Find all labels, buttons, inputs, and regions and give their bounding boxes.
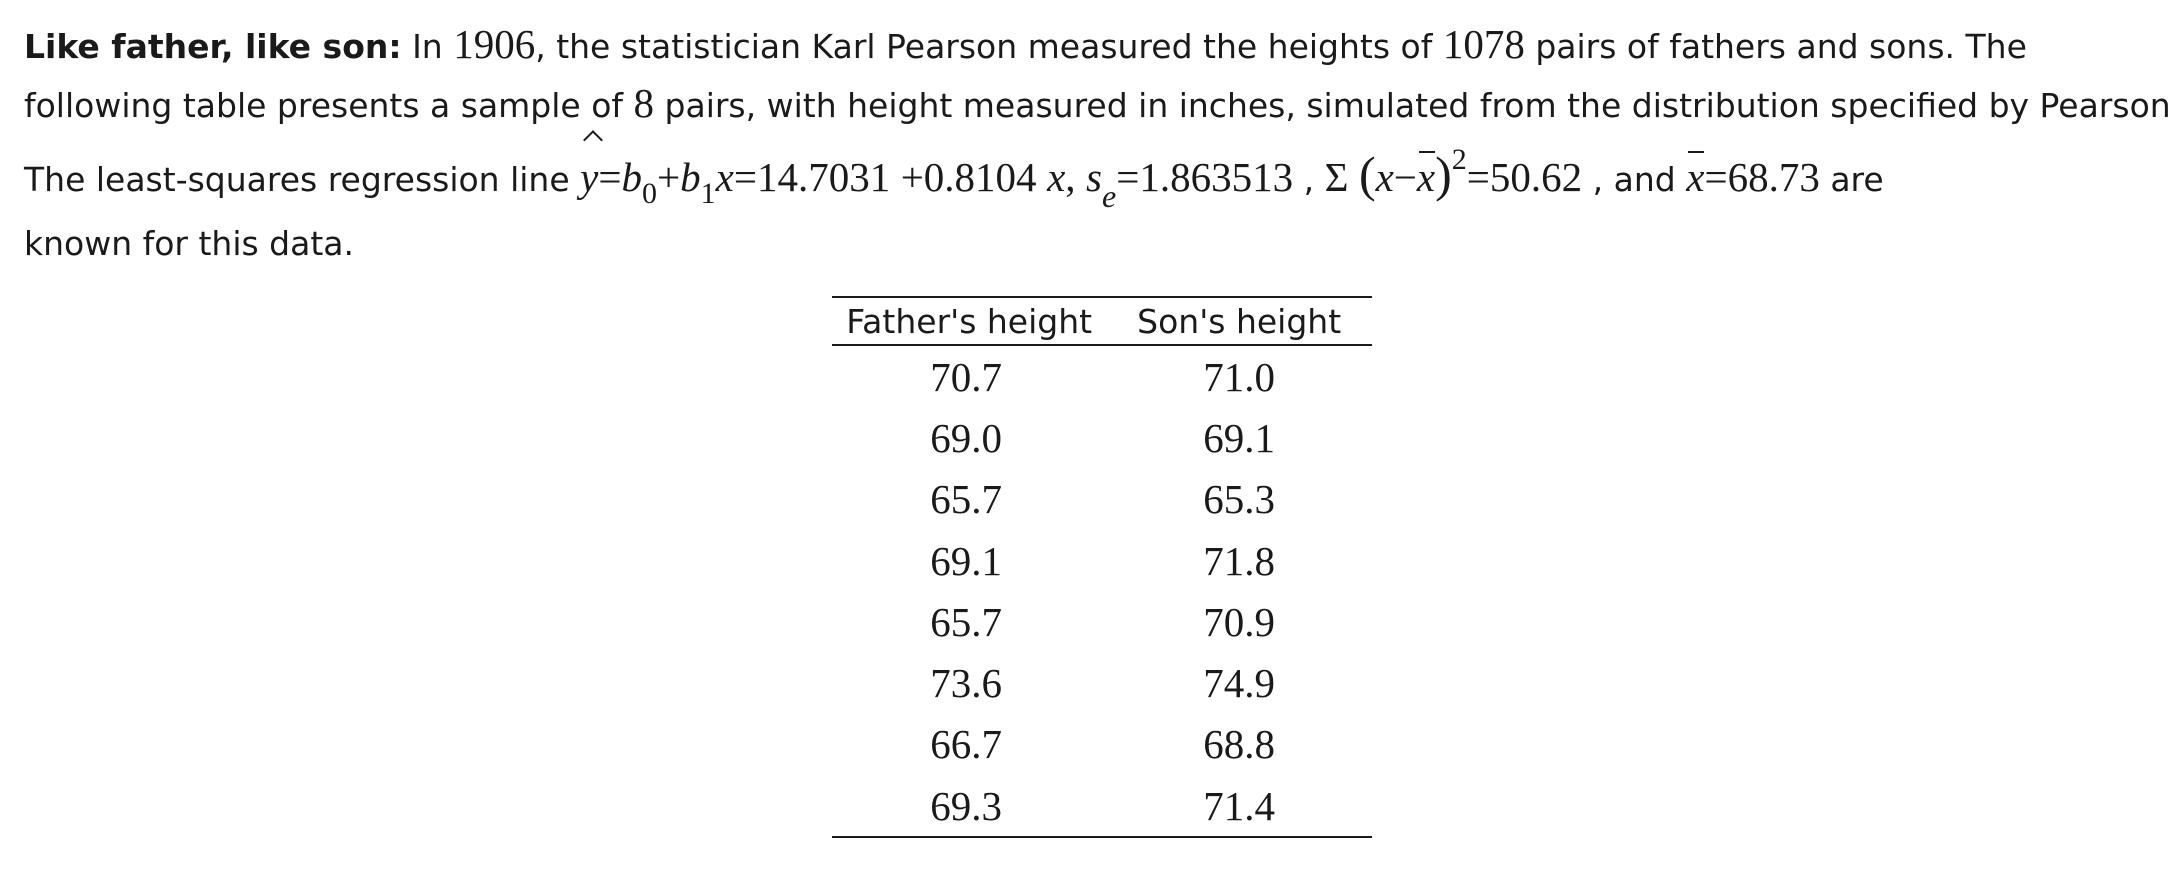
s-symbol: s <box>1086 154 1102 200</box>
height-table-container: Father's height Son's height 70.7 71.0 6… <box>832 296 1372 839</box>
problem-line-3: The least-squares regression line y=b0+b… <box>24 143 2144 214</box>
text-segment: are <box>1830 160 1884 199</box>
table-row: 70.7 71.0 <box>832 345 1372 407</box>
text-segment: , and <box>1592 160 1676 199</box>
table-header-row: Father's height Son's height <box>832 297 1372 346</box>
intercept-value: 14.7031 <box>756 154 891 200</box>
table-row: 65.7 65.3 <box>832 469 1372 530</box>
year-value: 1906 <box>453 21 536 67</box>
text-segment: , the statistician Karl Pearson measured… <box>535 27 1433 66</box>
equals-sign: = <box>1466 154 1490 200</box>
height-data-table: Father's height Son's height 70.7 71.0 6… <box>832 296 1372 839</box>
text-segment: , <box>1303 160 1315 199</box>
table-row: 69.0 69.1 <box>832 407 1372 468</box>
sigma-symbol: Σ <box>1324 154 1349 200</box>
equals-sign: = <box>598 154 622 200</box>
father-height-cell: 69.1 <box>930 537 1003 584</box>
text-segment: pairs, with height measured in inches, s… <box>664 86 2170 125</box>
father-height-cell: 66.7 <box>930 721 1003 768</box>
left-paren: ( <box>1358 146 1376 202</box>
table-row: 69.3 71.4 <box>832 775 1372 837</box>
b0-subscript: 0 <box>641 177 657 210</box>
problem-statement: Like father, like son: In 1906, the stat… <box>24 16 2170 272</box>
sum-squares-value: 50.62 <box>1489 154 1583 200</box>
son-height-cell: 70.9 <box>1203 598 1276 645</box>
x-symbol: x <box>1375 154 1394 200</box>
son-height-cell: 69.1 <box>1203 414 1276 461</box>
son-height-cell: 68.8 <box>1203 721 1276 768</box>
text-segment: following table presents a sample of <box>24 86 624 125</box>
s-subscript: e <box>1101 178 1117 214</box>
son-height-cell: 74.9 <box>1203 660 1276 707</box>
problem-title: Like father, like son: <box>24 27 402 66</box>
father-height-cell: 69.0 <box>930 414 1003 461</box>
y-hat-symbol: y <box>580 147 598 207</box>
text-segment: In <box>412 27 443 66</box>
equals-sign: = <box>1116 154 1140 200</box>
plus-sign: + <box>656 154 681 200</box>
son-height-cell: 65.3 <box>1203 476 1276 523</box>
text-segment: pairs of fathers and sons. The <box>1535 27 2027 66</box>
pairs-total-value: 1078 <box>1442 21 1525 67</box>
b1-symbol: b <box>680 154 701 200</box>
son-height-cell: 71.4 <box>1203 782 1276 829</box>
equals-sign: = <box>1704 154 1728 200</box>
column-header-son: Son's height <box>1106 297 1372 346</box>
son-height-cell: 71.8 <box>1203 537 1276 584</box>
table-row: 69.1 71.8 <box>832 530 1372 591</box>
father-height-cell: 69.3 <box>930 782 1003 829</box>
x-bar-symbol: x <box>1686 147 1705 207</box>
x-bar-symbol: x <box>1417 147 1436 207</box>
son-height-cell: 71.0 <box>1203 353 1276 400</box>
sample-size-value: 8 <box>633 80 655 126</box>
problem-line-4: known for this data. <box>24 216 2144 272</box>
text-segment: known for this data. <box>24 224 354 263</box>
table-row: 73.6 74.9 <box>832 652 1372 713</box>
se-value: 1.863513 <box>1139 154 1294 200</box>
table-row: 66.7 68.8 <box>832 714 1372 775</box>
b0-symbol: b <box>621 154 642 200</box>
x-symbol: x <box>1047 154 1066 200</box>
x-symbol: x <box>715 154 734 200</box>
father-height-cell: 73.6 <box>930 660 1003 707</box>
x-bar-value: 68.73 <box>1727 154 1820 200</box>
father-height-cell: 65.7 <box>930 598 1003 645</box>
right-paren: ) <box>1435 146 1452 202</box>
father-height-cell: 70.7 <box>930 353 1003 400</box>
column-header-father: Father's height <box>832 297 1107 346</box>
problem-line-2: following table presents a sample of 8 p… <box>24 75 2170 134</box>
text-segment: The least-squares regression line <box>24 160 570 199</box>
equals-sign: = <box>733 154 757 200</box>
power-two: 2 <box>1451 143 1467 176</box>
father-height-cell: 65.7 <box>930 476 1003 523</box>
table-row: 65.7 70.9 <box>832 591 1372 652</box>
minus-sign: − <box>1393 154 1417 200</box>
comma: , <box>1065 154 1076 200</box>
problem-line-1: Like father, like son: In 1906, the stat… <box>24 16 2144 75</box>
slope-value: +0.8104 <box>900 154 1037 200</box>
b1-subscript: 1 <box>700 177 716 210</box>
